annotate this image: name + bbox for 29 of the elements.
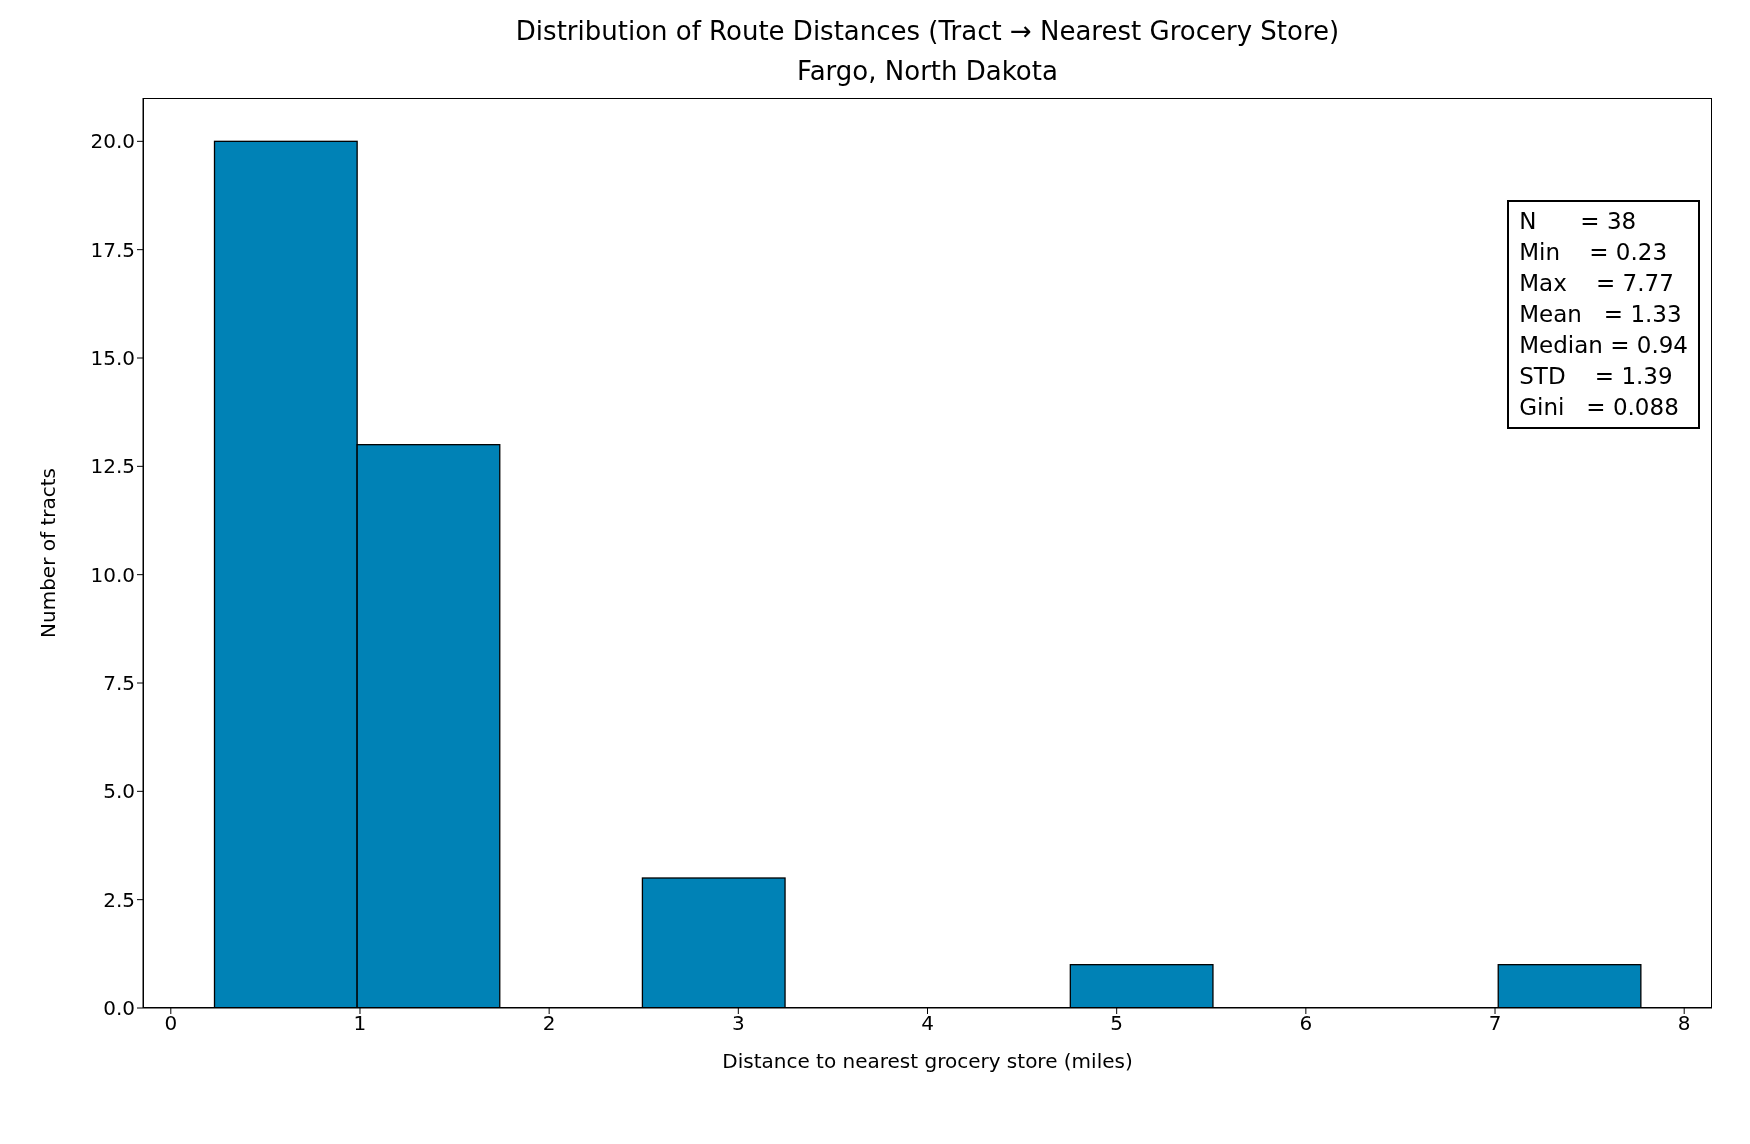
chart-title: Distribution of Route Distances (Tract → Nearest Grocery Store) [515,16,1340,46]
x-tick-label: 4 [921,1011,934,1036]
y-tick-label: 5.0 [103,779,135,804]
y-tick-label: 15.0 [90,346,135,371]
y-tick-label: 17.5 [90,237,135,262]
x-tick-label: 8 [1677,1011,1691,1036]
annotation: Median = 0.94 [1519,331,1688,360]
y-tick-label: 12.5 [90,454,135,479]
x-tick-label: 5 [1110,1011,1124,1036]
y-tick-label: 20.0 [90,129,135,154]
x-tick-label: 0 [164,1011,178,1036]
x-tick-label: 3 [731,1011,745,1036]
chart-subtitle: Fargo, North Dakota [797,56,1058,86]
x-tick-label: 6 [1299,1011,1313,1036]
annotation: STD = 1.39 [1519,362,1674,391]
y-tick-label: 0.0 [103,996,135,1021]
y-tick-label: 2.5 [103,887,135,912]
y-axis-title: Number of tracts [36,468,61,638]
annotation: N = 38 [1519,207,1638,236]
annotation: Mean = 1.33 [1519,300,1683,329]
x-tick-label: 2 [542,1011,556,1036]
annotation: Max = 7.77 [1519,269,1675,298]
y-tick-label: 7.5 [103,671,135,696]
annotation: Gini = 0.088 [1519,393,1680,422]
x-tick-label: 1 [353,1011,367,1036]
x-tick-label: 7 [1488,1011,1502,1036]
y-tick-label: 10.0 [90,562,135,587]
annotation: Min = 0.23 [1519,238,1669,267]
x-axis-title: Distance to nearest grocery store (miles) [722,1049,1133,1073]
